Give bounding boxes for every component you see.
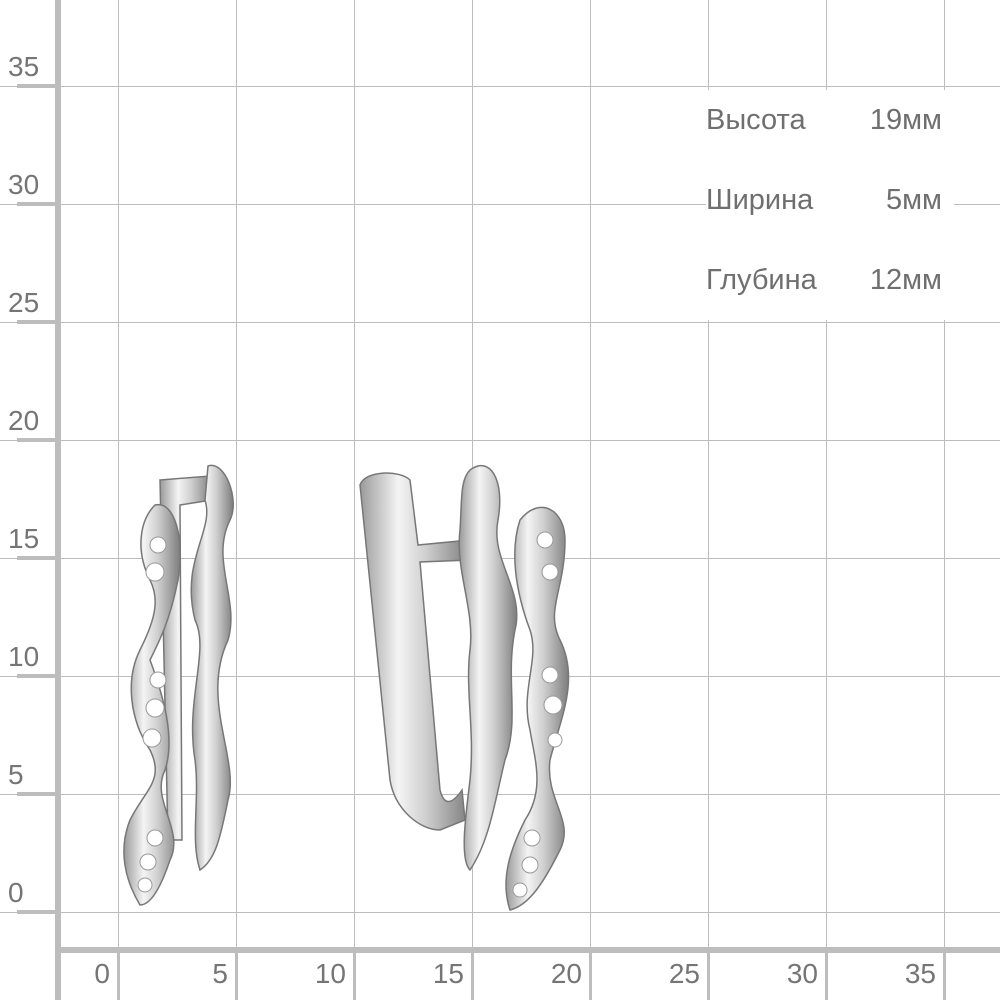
grid-line-horizontal <box>0 86 1000 87</box>
y-axis <box>55 0 61 1000</box>
x-axis <box>55 947 1000 953</box>
y-tick <box>17 792 57 796</box>
x-tick <box>353 953 356 1000</box>
y-tick-label: 20 <box>8 405 40 436</box>
x-tick <box>707 953 710 1000</box>
grid-line-vertical <box>236 0 237 950</box>
x-tick <box>825 953 828 1000</box>
grid-line-horizontal <box>0 322 1000 323</box>
grid-line-horizontal <box>0 204 1000 205</box>
grid-line-horizontal <box>0 440 1000 441</box>
x-tick-label: 20 <box>550 958 582 989</box>
right-earring <box>359 464 570 911</box>
grid-line-vertical <box>826 0 827 950</box>
spec-label: Глубина <box>706 264 817 296</box>
y-tick <box>17 910 57 914</box>
grid-line-horizontal <box>0 912 1000 913</box>
y-tick-label: 35 <box>8 51 40 82</box>
y-tick <box>17 84 57 88</box>
x-tick-label: 35 <box>904 958 936 989</box>
x-tick <box>117 953 120 1000</box>
spec-value: 12мм <box>869 264 942 296</box>
x-tick <box>943 953 946 1000</box>
x-tick-label: 30 <box>786 958 818 989</box>
y-tick-label: 5 <box>8 759 24 790</box>
x-tick-label: 0 <box>94 958 110 989</box>
y-tick-label: 10 <box>8 641 40 672</box>
x-tick <box>471 953 474 1000</box>
grid-line-vertical <box>708 0 709 950</box>
grid-line-vertical <box>118 0 119 950</box>
grid-line-horizontal <box>0 794 1000 795</box>
y-tick <box>17 438 57 442</box>
y-tick-label: 15 <box>8 523 40 554</box>
x-tick <box>589 953 592 1000</box>
x-tick-label: 15 <box>432 958 464 989</box>
left-earring <box>123 464 234 906</box>
x-tick-label: 10 <box>314 958 346 989</box>
grid-line-vertical <box>354 0 355 950</box>
dimensions-panel: Высота 19мм Ширина 5мм Глубина 12мм <box>706 90 954 320</box>
grid-line-vertical <box>944 0 945 950</box>
y-tick-label: 30 <box>8 169 40 200</box>
spec-label: Ширина <box>706 184 814 216</box>
y-tick <box>17 556 57 560</box>
x-tick <box>235 953 238 1000</box>
y-tick <box>17 674 57 678</box>
spec-value: 5мм <box>885 184 942 216</box>
x-tick-label: 5 <box>212 958 228 989</box>
spec-value: 19мм <box>869 104 942 136</box>
y-tick-label: 0 <box>8 877 24 908</box>
y-tick-label: 25 <box>8 287 40 318</box>
y-tick <box>17 320 57 324</box>
x-tick-label: 25 <box>668 958 700 989</box>
y-tick <box>17 202 57 206</box>
spec-label: Высота <box>706 104 806 136</box>
grid-line-vertical <box>590 0 591 950</box>
